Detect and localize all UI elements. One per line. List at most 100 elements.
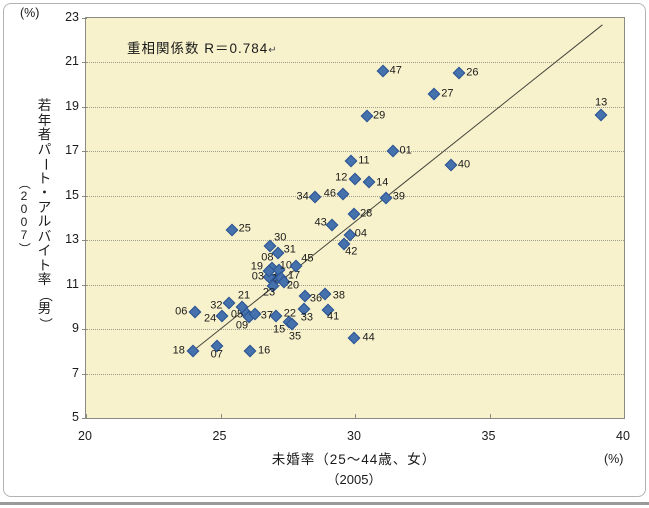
page-divider-line	[0, 502, 649, 505]
data-point-label-41: 41	[326, 310, 340, 323]
data-point-label-32: 32	[210, 299, 223, 312]
data-point-marker-43	[325, 218, 338, 232]
data-point-label-40: 40	[457, 158, 471, 171]
gridline-y-17	[86, 151, 624, 153]
y-tick-label-23: 23	[65, 10, 79, 24]
y-tick-label-15: 15	[65, 187, 79, 202]
vertical-char: ル	[37, 214, 52, 229]
data-point-label-14: 14	[376, 176, 389, 189]
vertical-char: ト	[37, 170, 52, 186]
data-point-label-22: 22	[283, 307, 297, 320]
data-point-label-12: 12	[335, 171, 348, 184]
x-tick-label-30: 30	[347, 429, 361, 443]
data-point-label-06: 06	[175, 305, 188, 318]
vertical-char: バ	[37, 228, 52, 244]
x-tick-20	[86, 414, 87, 419]
vertical-char: 男	[37, 301, 52, 316]
vertical-char: （	[17, 177, 32, 190]
y-tick-label-17: 17	[65, 143, 79, 158]
vertical-char: 7	[20, 228, 28, 242]
data-point-label-04: 04	[354, 227, 367, 240]
data-point-label-46: 46	[323, 187, 337, 200]
data-point-label-03: 03	[251, 270, 265, 283]
data-point-marker-47	[376, 64, 390, 78]
x-tick-label-35: 35	[481, 429, 496, 443]
data-point-marker-11	[344, 154, 358, 168]
data-point-label-19: 19	[250, 260, 264, 273]
y-tick-label-9: 9	[72, 321, 79, 336]
data-point-label-44: 44	[362, 331, 375, 344]
y-axis-title: 若年者パート・アルバイト率（男）	[36, 98, 53, 331]
y-axis-unit-label: (%)	[20, 6, 40, 20]
data-point-marker-25	[225, 223, 239, 237]
data-point-label-45: 45	[301, 252, 314, 265]
y-tick-label-11: 11	[66, 276, 79, 291]
x-axis-year-label: （2005）	[326, 472, 382, 487]
data-point-label-01: 01	[399, 144, 412, 157]
data-point-label-09: 09	[235, 319, 249, 332]
data-point-label-37: 37	[260, 309, 274, 322]
vertical-char: パ	[37, 141, 52, 157]
data-point-label-34: 34	[296, 190, 309, 203]
data-point-label-17: 17	[287, 269, 301, 282]
data-point-marker-46	[336, 187, 350, 200]
vertical-char: ・	[37, 185, 52, 200]
data-point-label-10: 10	[279, 259, 292, 272]
data-point-marker-16	[243, 344, 257, 358]
vertical-char: 2	[20, 189, 28, 203]
gridline-y-19	[86, 106, 624, 108]
y-tick-label-5: 5	[72, 410, 79, 424]
data-point-label-07: 07	[210, 348, 223, 361]
y-tick-label-19: 19	[65, 98, 79, 113]
vertical-char: 年	[37, 112, 52, 128]
data-point-label-36: 36	[309, 292, 323, 305]
plot-area: 0102030405060708091011121314151617181920…	[82, 17, 625, 419]
data-point-label-13: 13	[595, 96, 608, 109]
data-point-label-15: 15	[272, 323, 286, 336]
data-point-label-08: 08	[261, 251, 274, 264]
correlation-text: 重相関係数 R＝0.784	[127, 41, 269, 56]
x-tick-40	[624, 414, 625, 419]
y-tick-label-13: 13	[65, 232, 79, 247]
gridline-y-15	[86, 195, 624, 197]
vertical-char: ト	[37, 257, 52, 273]
data-point-label-28: 28	[360, 207, 373, 220]
vertical-char: ア	[37, 199, 52, 215]
x-tick-35	[489, 414, 491, 419]
return-mark: ↵	[268, 45, 277, 56]
data-point-marker-06	[188, 305, 202, 318]
gridline-y-7	[86, 373, 624, 375]
data-point-label-11: 11	[358, 154, 370, 167]
data-point-label-20: 20	[286, 279, 300, 292]
data-point-label-27: 27	[441, 87, 454, 100]
vertical-char: ー	[37, 157, 53, 172]
data-point-label-05: 05	[230, 308, 244, 321]
data-point-label-24: 24	[203, 312, 217, 325]
data-point-marker-27	[427, 88, 441, 101]
data-point-label-42: 42	[345, 245, 358, 258]
gridline-y-9	[86, 329, 624, 331]
y-tick-label-21: 21	[65, 54, 79, 69]
x-tick-30	[355, 414, 356, 419]
data-point-marker-44	[347, 331, 361, 345]
vertical-char: 0	[20, 215, 28, 229]
data-point-marker-13	[594, 108, 608, 122]
data-point-label-30: 30	[274, 231, 287, 244]
y-tick-9	[82, 329, 87, 331]
figure-frame	[3, 3, 646, 497]
x-axis-unit-label: (%)	[604, 452, 624, 466]
y-tick-7	[82, 373, 87, 375]
vertical-char: ）	[17, 242, 32, 255]
data-point-label-47: 47	[389, 64, 402, 77]
x-tick-label-40: 40	[616, 429, 630, 443]
data-point-marker-01	[386, 144, 400, 158]
gridline-y-13	[86, 240, 624, 242]
data-point-marker-12	[348, 172, 362, 186]
y-tick-13	[82, 240, 87, 242]
data-point-label-25: 25	[238, 222, 251, 235]
correlation-annotation: 重相関係数 R＝0.784↵	[127, 37, 277, 57]
x-axis-title: 未婚率（25～44歳、女）	[271, 452, 437, 467]
data-point-label-35: 35	[288, 330, 302, 343]
vertical-char: 0	[20, 202, 28, 216]
